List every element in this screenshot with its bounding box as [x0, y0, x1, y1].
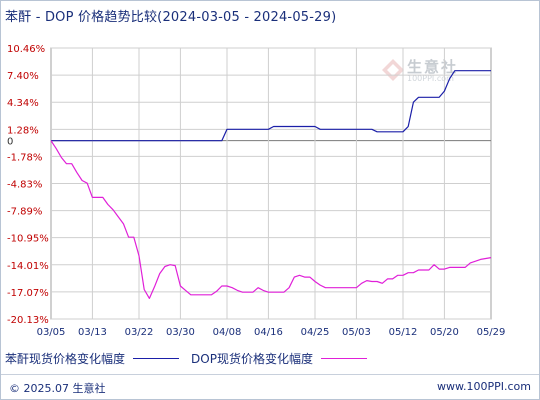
y-tick-label: -17.07%: [7, 288, 49, 299]
x-tick-label: 03/05: [37, 327, 66, 338]
x-tick-label: 05/12: [389, 327, 418, 338]
x-axis: 03/05 03/13 03/22 03/30 04/08 04/16 04/25 05/03…: [37, 327, 506, 338]
x-tick-label: 04/16: [254, 327, 283, 338]
legend-label-series-1: 苯酐现货价格变化幅度: [5, 352, 126, 366]
x-tick-label: 03/30: [166, 327, 195, 338]
watermark-text: 生意社: [407, 58, 459, 76]
y-tick-label: -7.89%: [7, 207, 42, 218]
y-tick-label: 0: [7, 137, 13, 148]
y-tick-label: 4.34%: [7, 98, 39, 109]
x-tick-label: 04/25: [301, 327, 330, 338]
legend-label-series-2: DOP现货价格变化幅度: [191, 352, 313, 366]
x-tick-label: 03/13: [78, 327, 107, 338]
series-line-1: [51, 70, 491, 142]
footer-copyright: © 2025.07 生意社: [9, 382, 106, 395]
y-tick-label: 1.28%: [7, 125, 39, 136]
legend: 苯酐现货价格变化幅度 DOP现货价格变化幅度: [5, 350, 379, 367]
y-tick-label: 7.40%: [7, 71, 39, 82]
series-line-2: [50, 140, 492, 299]
y-tick-label: 10.46%: [7, 44, 45, 55]
x-tick-label: 05/20: [430, 327, 459, 338]
watermark-url: 100PPI.com: [407, 74, 454, 83]
footer: © 2025.07 生意社 www.100PPI.com: [1, 374, 539, 400]
x-tick-label: 05/29: [477, 327, 506, 338]
y-tick-label: -4.83%: [7, 179, 42, 190]
legend-swatch-series-1: [133, 358, 180, 359]
y-tick-label: -1.78%: [7, 152, 42, 163]
y-tick-label: -14.01%: [7, 261, 49, 272]
line-chart: 10.46% 7.40% 4.34% 1.28%0 -1.78% -4.83% -7.89%…: [7, 44, 506, 338]
series-layer: [50, 70, 492, 299]
legend-swatch-series-2: [320, 358, 367, 359]
x-tick-label: 05/03: [342, 327, 371, 338]
y-tick-label: -20.13%: [7, 315, 49, 326]
footer-url: www.100PPI.com: [437, 380, 531, 393]
chart-title: 苯酐 - DOP 价格趋势比较(2024-03-05 - 2024-05-29): [5, 10, 337, 25]
y-tick-label: -10.95%: [7, 234, 49, 245]
x-tick-label: 04/08: [213, 327, 242, 338]
y-axis: 10.46% 7.40% 4.34% 1.28%0 -1.78% -4.83% -7.89%…: [7, 44, 49, 326]
grid: [50, 47, 492, 320]
x-tick-label: 03/22: [125, 327, 154, 338]
